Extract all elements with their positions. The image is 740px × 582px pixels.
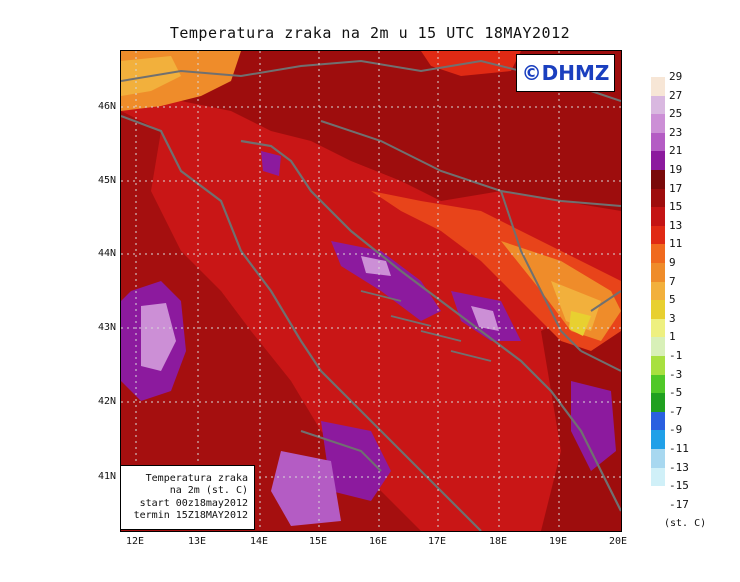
lon-label-19e: 19E [548, 536, 568, 547]
lat-label-42n: 42N [97, 396, 116, 407]
legend-label: 13 [669, 218, 683, 232]
info-termin: termin 15Z18MAY2012 [133, 510, 248, 521]
legend-label: 1 [669, 330, 676, 344]
legend-label: 21 [669, 144, 683, 158]
dalmatian-islands [360, 290, 492, 362]
legend-label: -3 [669, 367, 683, 381]
legend-swatch [651, 77, 665, 96]
lon-label-20e: 20E [608, 536, 628, 547]
lon-label-17e: 17E [427, 536, 447, 547]
legend-swatch [651, 132, 665, 152]
lat-label-43n: 43N [97, 322, 116, 333]
map-grid [121, 51, 621, 531]
hotspot-istria [261, 151, 281, 176]
lon-label-16e: 16E [368, 536, 388, 547]
legend-label: 7 [669, 274, 676, 288]
dhmz-logo: ©DHMZ [516, 54, 615, 92]
map-info-box: Temperatura zraka na 2m (st. C) start 00… [120, 465, 255, 530]
temperature-map[interactable] [120, 50, 622, 532]
legend-label: 19 [669, 163, 683, 176]
legend-swatch [651, 114, 665, 133]
hotspot-south-italy [321, 421, 391, 501]
lat-label-41n: 41N [97, 471, 116, 482]
legend-swatch [651, 356, 665, 375]
map-title: Temperatura zraka na 2m u 15 UTC 18MAY20… [169, 24, 571, 42]
legend-swatch [651, 225, 665, 245]
temperature-field [121, 51, 621, 531]
adriatic-east-coastline [240, 139, 621, 512]
legend-swatch [651, 393, 665, 412]
legend-label: -15 [669, 479, 689, 493]
info-units: na 2m (st. C) [169, 485, 248, 496]
legend-label: 5 [669, 293, 676, 307]
info-start: start 00z18may2012 [139, 497, 248, 509]
lon-label-14e: 14E [249, 536, 269, 547]
legend-label: 29 [669, 70, 683, 83]
legend-units: (st. C) [664, 518, 707, 529]
legend-label: -11 [669, 442, 689, 455]
legend-label: 9 [669, 256, 676, 269]
legend-label: -13 [669, 460, 689, 474]
hotspot-albania [571, 381, 616, 471]
lat-label-44n: 44N [97, 248, 116, 259]
legend-swatch [651, 486, 665, 505]
peak-cold-zone [569, 311, 591, 336]
lon-label-15e: 15E [308, 536, 328, 547]
legend-swatch [651, 300, 665, 319]
hotspot-italy-peak [141, 303, 176, 371]
lon-label-13e: 13E [187, 536, 207, 547]
bosnia-border [500, 190, 582, 352]
legend-swatch [651, 95, 665, 115]
legend-label: 23 [669, 125, 683, 139]
legend-label: 17 [669, 181, 683, 195]
legend-label: -7 [669, 404, 683, 418]
gargano-coastline [300, 430, 382, 472]
hotspot-dalmatia [331, 241, 441, 321]
legend-swatch [651, 188, 665, 208]
legend-swatch [651, 467, 665, 487]
info-variable: Temperatura zraka [145, 472, 248, 484]
legend-label: 11 [669, 237, 683, 251]
legend-label: 3 [669, 311, 676, 325]
legend-swatch [651, 207, 665, 226]
montenegro-border [580, 290, 621, 372]
legend-label: 27 [669, 88, 683, 102]
hotspot-neretva-peak [471, 306, 499, 331]
legend-swatch [651, 170, 665, 189]
italy-warm-zone [121, 111, 421, 531]
lon-label-18e: 18E [488, 536, 508, 547]
legend-swatch [651, 263, 665, 282]
legend-label: -9 [669, 423, 683, 437]
legend-swatch [651, 281, 665, 301]
legend-label: 15 [669, 200, 683, 214]
hotspot-gargano [271, 451, 341, 526]
hotspot-dalmatia-peak [361, 256, 391, 276]
legend-swatch [651, 411, 665, 431]
legend-label: -5 [669, 386, 683, 400]
legend-label: -17 [669, 497, 689, 511]
legend-swatch [651, 337, 665, 356]
lat-label-45n: 45N [97, 175, 116, 186]
legend-swatch [651, 449, 665, 468]
legend-swatch [651, 318, 665, 338]
legend-swatch [651, 151, 665, 170]
legend-swatch [651, 244, 665, 263]
italy-coastline [121, 114, 482, 531]
legend-swatch [651, 374, 665, 394]
legend-swatch [651, 430, 665, 449]
legend-label: -1 [669, 349, 683, 362]
lat-label-46n: 46N [97, 101, 116, 112]
legend-label: 25 [669, 107, 683, 121]
lon-label-12e: 12E [125, 536, 145, 547]
inland-warm-zone [121, 51, 621, 211]
